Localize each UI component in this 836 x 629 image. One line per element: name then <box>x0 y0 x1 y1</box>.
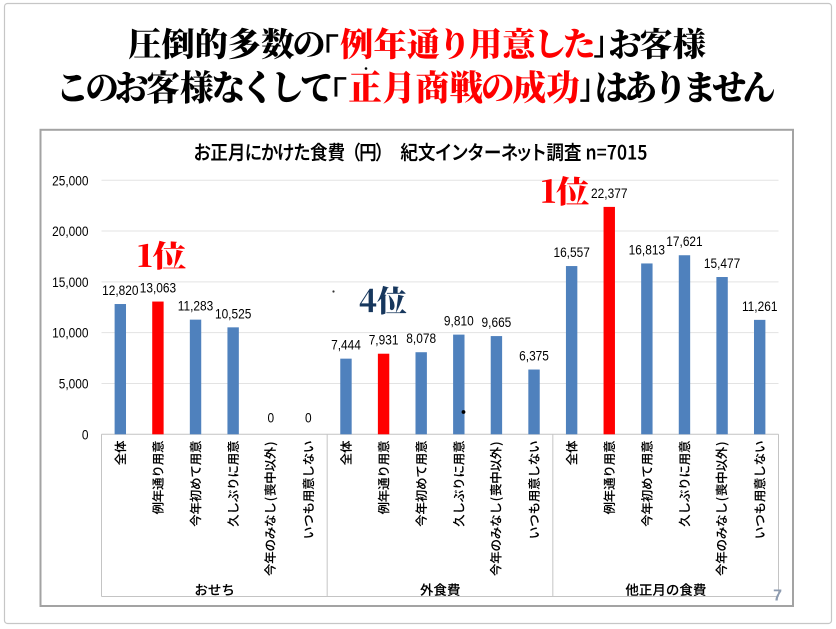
svg-text:11,283: 11,283 <box>178 298 213 314</box>
svg-text:11,261: 11,261 <box>742 298 777 314</box>
svg-text:22,377: 22,377 <box>591 185 627 201</box>
svg-text:0: 0 <box>82 426 89 442</box>
svg-text:9,810: 9,810 <box>444 313 474 329</box>
svg-text:15,000: 15,000 <box>52 274 88 290</box>
svg-text:12,820: 12,820 <box>102 282 138 298</box>
svg-text:10,000: 10,000 <box>52 325 88 341</box>
svg-text:13,063: 13,063 <box>140 280 176 296</box>
svg-text:0: 0 <box>305 410 312 426</box>
svg-text:15,477: 15,477 <box>704 255 740 271</box>
svg-text:7,444: 7,444 <box>331 337 361 353</box>
svg-text:16,557: 16,557 <box>553 244 589 260</box>
svg-text:8,078: 8,078 <box>406 330 436 346</box>
svg-text:0: 0 <box>267 410 274 426</box>
svg-text:7: 7 <box>773 588 782 605</box>
svg-text:5,000: 5,000 <box>59 376 89 392</box>
svg-text:7,931: 7,931 <box>369 332 399 348</box>
svg-text:10,525: 10,525 <box>215 305 251 321</box>
svg-text:20,000: 20,000 <box>52 223 88 239</box>
svg-text:16,813: 16,813 <box>629 242 665 258</box>
svg-text:17,621: 17,621 <box>666 233 702 249</box>
svg-text:9,665: 9,665 <box>482 314 512 330</box>
svg-text:6,375: 6,375 <box>519 348 549 364</box>
svg-text:25,000: 25,000 <box>52 172 88 188</box>
